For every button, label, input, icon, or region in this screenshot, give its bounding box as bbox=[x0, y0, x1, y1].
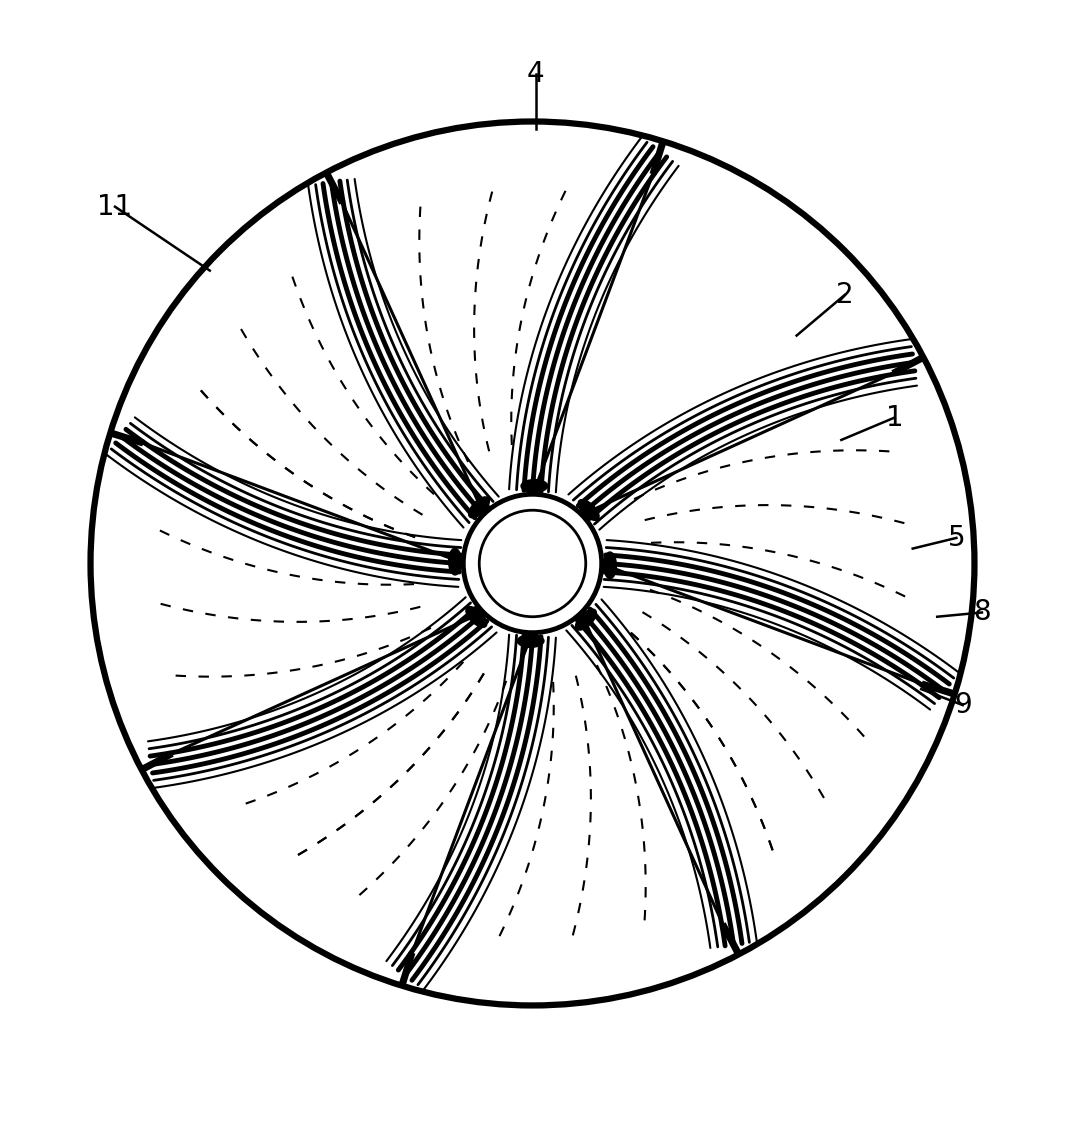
Ellipse shape bbox=[604, 553, 617, 579]
Text: 11: 11 bbox=[97, 192, 133, 221]
Ellipse shape bbox=[518, 635, 544, 648]
Text: 2: 2 bbox=[836, 281, 853, 309]
Ellipse shape bbox=[578, 500, 600, 521]
Text: 1: 1 bbox=[886, 404, 903, 431]
Ellipse shape bbox=[448, 548, 461, 575]
Ellipse shape bbox=[521, 479, 547, 492]
Text: 4: 4 bbox=[527, 59, 544, 88]
Text: 9: 9 bbox=[954, 691, 971, 720]
Ellipse shape bbox=[575, 609, 596, 630]
Ellipse shape bbox=[469, 496, 490, 518]
Ellipse shape bbox=[465, 606, 487, 627]
Text: 8: 8 bbox=[973, 598, 990, 627]
Text: 5: 5 bbox=[948, 524, 965, 551]
